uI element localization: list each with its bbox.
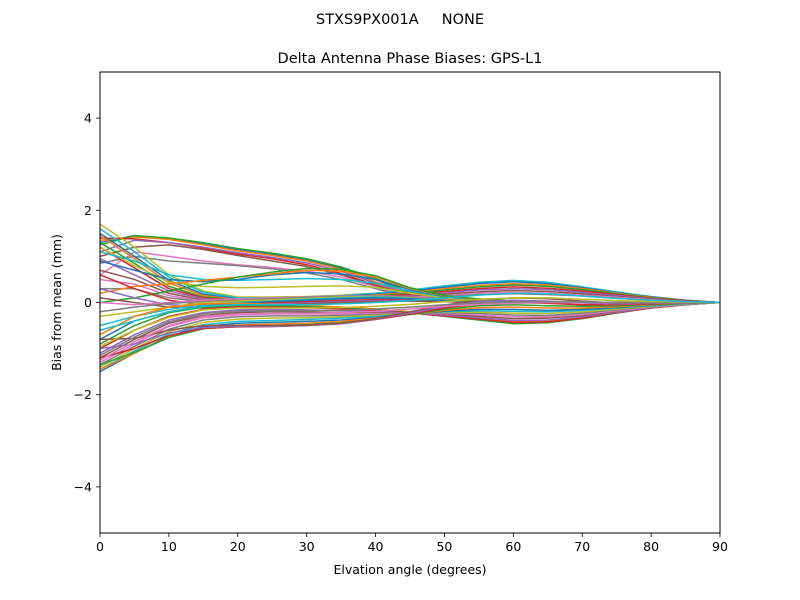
series-group — [100, 223, 720, 373]
x-tick-label: 90 — [712, 539, 728, 554]
series-line-14 — [100, 246, 720, 304]
x-tick-label: 80 — [643, 539, 659, 554]
x-tick-label: 30 — [299, 539, 315, 554]
y-tick-label: −4 — [74, 479, 92, 494]
x-axis: 0 10 20 30 40 50 60 70 80 90 — [96, 533, 728, 554]
series-line-50 — [100, 292, 720, 331]
x-tick-label: 10 — [161, 539, 177, 554]
series-line-45 — [100, 299, 720, 350]
x-tick-label: 0 — [96, 539, 104, 554]
y-tick-label: −2 — [74, 387, 92, 402]
x-axis-label: Elvation angle (degrees) — [333, 562, 486, 577]
figure-suptitle: STXS9PX001A NONE — [316, 12, 484, 28]
y-tick-label: 4 — [84, 111, 92, 126]
x-tick-label: 60 — [505, 539, 521, 554]
series-line-15 — [100, 258, 720, 304]
y-axis-label: Bias from mean (mm) — [49, 234, 64, 371]
y-tick-label: 2 — [84, 203, 92, 218]
x-tick-label: 40 — [368, 539, 384, 554]
x-tick-label: 20 — [230, 539, 246, 554]
series-line-44 — [100, 301, 720, 359]
chart-title: Delta Antenna Phase Biases: GPS-L1 — [278, 51, 543, 67]
series-line-49 — [100, 297, 720, 347]
series-line-48 — [100, 300, 720, 357]
x-tick-label: 50 — [436, 539, 452, 554]
x-tick-label: 70 — [574, 539, 590, 554]
y-tick-label: 0 — [84, 295, 92, 310]
y-axis: −4 −2 0 2 4 — [74, 111, 100, 494]
